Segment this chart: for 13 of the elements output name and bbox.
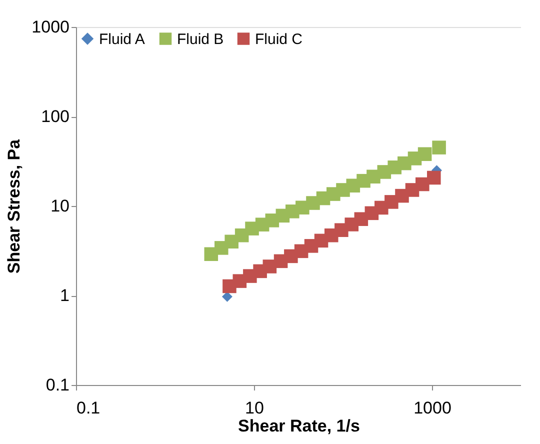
x-axis-title: Shear Rate, 1/s — [238, 416, 360, 436]
x-tick-label: 1000 — [414, 398, 452, 418]
y-tick-label: 1 — [60, 286, 70, 305]
y-tick-label: 10 — [50, 196, 70, 216]
y-tick-label: 100 — [41, 107, 70, 126]
legend-label: Fluid C — [255, 30, 303, 48]
y-tick-label: 1000 — [32, 18, 70, 36]
y-tick-label: 0.1 — [46, 376, 70, 394]
x-tick-label: 10 — [245, 398, 264, 418]
y-axis-title: Shear Stress, Pa — [4, 138, 24, 274]
x-tick-label: 0.1 — [76, 398, 100, 418]
legend-label: Fluid B — [177, 30, 224, 48]
legend-label: Fluid A — [99, 30, 145, 48]
